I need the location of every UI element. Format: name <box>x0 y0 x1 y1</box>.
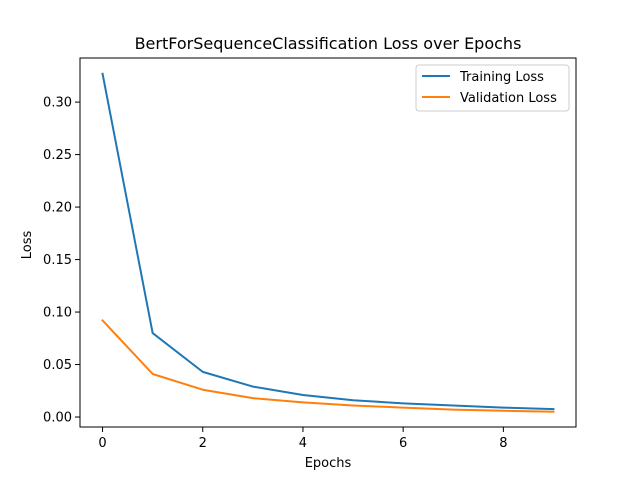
y-tick-label: 0.25 <box>43 148 72 163</box>
y-axis-ticks: 0.00 0.05 0.10 0.15 0.20 0.25 0.30 <box>43 96 80 426</box>
x-tick-label: 2 <box>199 436 207 451</box>
y-tick-label: 0.05 <box>43 358 72 373</box>
y-tick-label: 0.30 <box>43 96 72 111</box>
series-layer <box>101 72 555 413</box>
series-line-validation-loss <box>101 319 555 413</box>
y-axis-label: Loss <box>20 231 35 260</box>
x-tick-label: 6 <box>399 436 407 451</box>
x-tick-label: 4 <box>299 436 307 451</box>
x-tick-label: 0 <box>98 436 106 451</box>
y-tick-label: 0.10 <box>43 306 72 321</box>
y-tick-label: 0.20 <box>43 201 72 216</box>
y-tick-label: 0.00 <box>43 411 72 426</box>
x-tick-label: 8 <box>499 436 507 451</box>
chart-title: BertForSequenceClassification Loss over … <box>135 34 522 53</box>
series-line-training-loss <box>101 72 555 411</box>
plot-area-frame <box>79 57 577 428</box>
x-axis-ticks: 0 2 4 6 8 <box>98 427 507 451</box>
legend: Training Loss Validation Loss <box>415 64 570 112</box>
x-axis-label: Epochs <box>305 456 352 471</box>
legend-label-training: Training Loss <box>459 70 544 85</box>
y-tick-label: 0.15 <box>43 253 72 268</box>
legend-label-validation: Validation Loss <box>460 91 557 106</box>
legend-box <box>415 64 570 112</box>
